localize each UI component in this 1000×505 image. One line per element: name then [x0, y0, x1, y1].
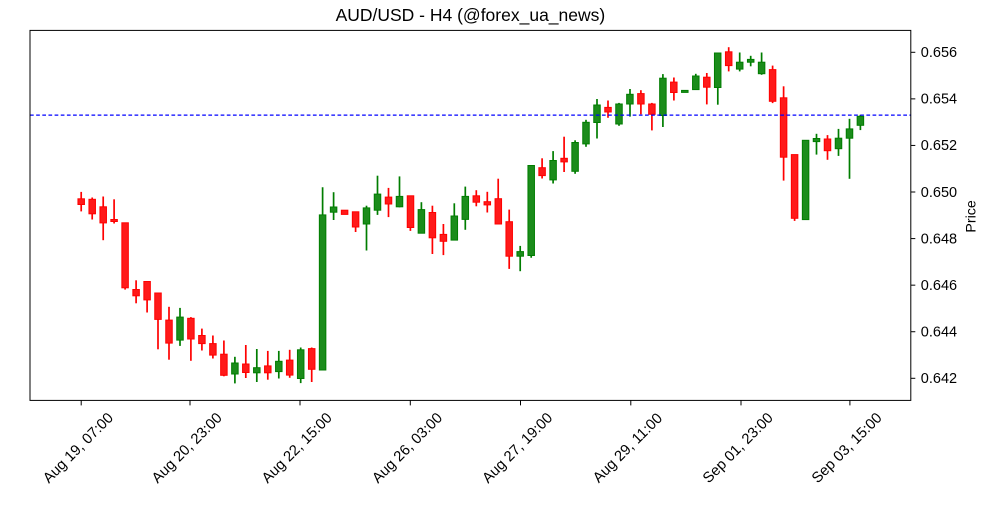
svg-text:0.652: 0.652	[921, 138, 957, 154]
svg-text:0.650: 0.650	[921, 185, 957, 201]
svg-text:0.648: 0.648	[921, 231, 957, 247]
svg-text:0.656: 0.656	[921, 45, 957, 61]
svg-text:0.644: 0.644	[921, 325, 957, 341]
svg-text:Price: Price	[964, 200, 980, 232]
svg-text:0.646: 0.646	[921, 278, 957, 294]
svg-text:AUD/USD - H4 (@forex_ua_news): AUD/USD - H4 (@forex_ua_news)	[336, 5, 606, 26]
svg-text:0.654: 0.654	[921, 92, 957, 108]
svg-text:0.642: 0.642	[921, 371, 957, 387]
